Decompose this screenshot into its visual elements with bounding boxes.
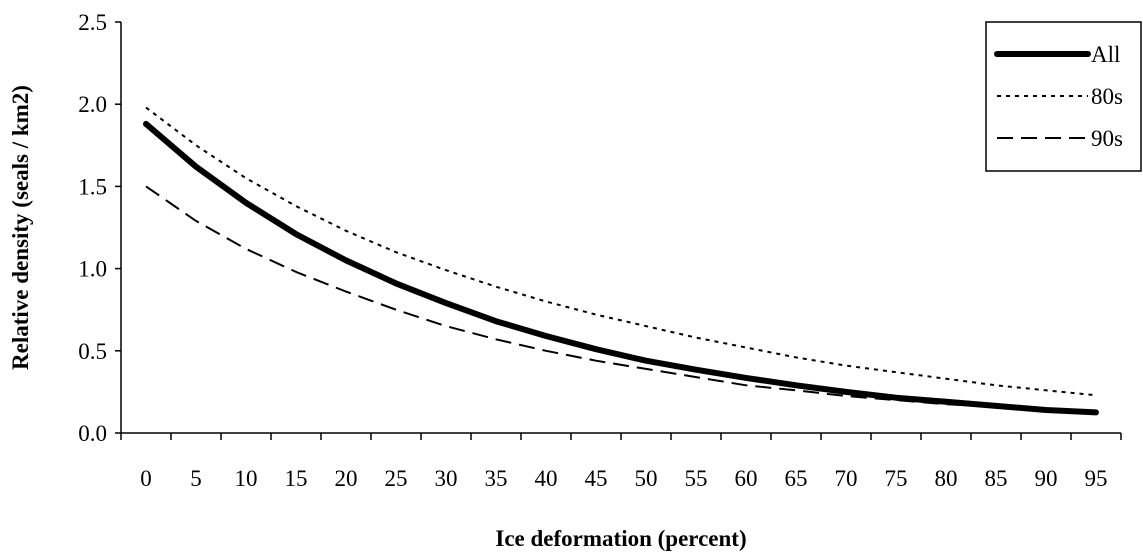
series-line-80s xyxy=(145,106,1097,397)
legend-label-all: All xyxy=(1091,42,1120,67)
x-tick-label: 25 xyxy=(385,466,408,491)
y-tick-label: 0.0 xyxy=(78,421,107,446)
series-line-all xyxy=(143,120,1099,416)
y-tick-label: 1.5 xyxy=(78,174,107,199)
legend-label-80s: 80s xyxy=(1091,84,1123,109)
x-tick-label: 0 xyxy=(140,466,152,491)
x-tick-label: 40 xyxy=(535,466,558,491)
x-tick-label: 80 xyxy=(935,466,958,491)
x-tick-label: 55 xyxy=(685,466,708,491)
y-axis-title: Relative density (seals / km2) xyxy=(8,85,33,370)
x-tick-label: 30 xyxy=(435,466,458,491)
series-layer xyxy=(143,106,1099,416)
y-tick-label: 0.5 xyxy=(78,339,107,364)
x-tick-label: 35 xyxy=(485,466,508,491)
x-axis-ticks: 0 5 10 15 20 25 30 35 40 45 50 55 60 65 70 75 80 85 90 95 xyxy=(120,433,1122,491)
series-line-90s xyxy=(145,185,1097,415)
y-tick-label: 2.0 xyxy=(78,92,107,117)
x-axis-title: Ice deformation (percent) xyxy=(495,526,746,551)
x-tick-label: 5 xyxy=(190,466,202,491)
x-tick-label: 10 xyxy=(235,466,258,491)
x-tick-label: 95 xyxy=(1085,466,1108,491)
x-tick-label: 60 xyxy=(735,466,758,491)
x-tick-label: 45 xyxy=(585,466,608,491)
y-tick-label: 1.0 xyxy=(78,257,107,282)
legend-label-90s: 90s xyxy=(1091,126,1123,151)
x-tick-label: 20 xyxy=(335,466,358,491)
x-tick-label: 90 xyxy=(1035,466,1058,491)
x-tick-label: 15 xyxy=(285,466,308,491)
x-tick-label: 65 xyxy=(785,466,808,491)
x-tick-label: 70 xyxy=(835,466,858,491)
y-axis-ticks: 0.0 0.5 1.0 1.5 2.0 2.5 xyxy=(78,10,121,446)
y-tick-label: 2.5 xyxy=(78,10,107,35)
x-tick-label: 85 xyxy=(985,466,1008,491)
x-tick-label: 50 xyxy=(635,466,658,491)
legend: All 80s 90s xyxy=(985,21,1142,172)
x-tick-label: 75 xyxy=(885,466,908,491)
axes xyxy=(120,22,1121,434)
